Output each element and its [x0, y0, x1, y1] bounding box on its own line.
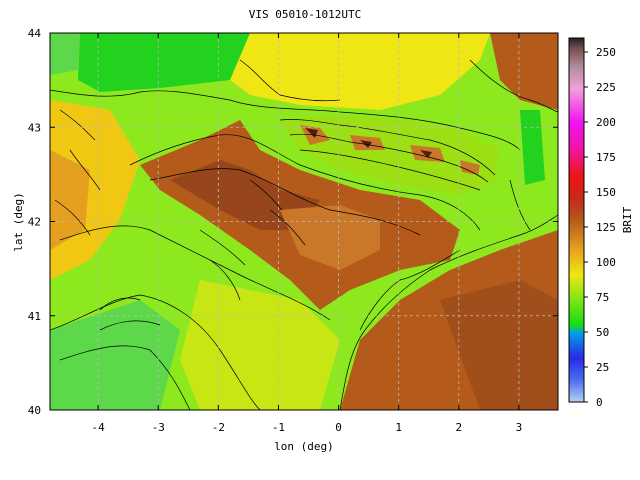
south-east-dark [440, 280, 558, 410]
colorbar-tick-label: 50 [596, 326, 609, 339]
contour-line [59, 345, 191, 410]
x-tick-label: 2 [455, 421, 462, 434]
colorbar-label: BRIT [621, 206, 634, 233]
y-axis: 40 41 42 43 44 [28, 27, 558, 417]
x-axis-label: lon (deg) [274, 440, 334, 453]
contour-line [50, 294, 261, 410]
sea-region [78, 33, 250, 92]
colorbar-tick-label: 0 [596, 396, 603, 409]
x-axis: -4 -3 -2 -1 0 1 2 3 [91, 33, 522, 434]
x-tick-label: -4 [91, 421, 105, 434]
y-tick-label: 43 [28, 121, 41, 134]
colorbar-tick-label: 100 [596, 256, 616, 269]
colorbar [568, 37, 585, 403]
colorbar-ticks: 0 25 50 75 100 125 150 175 200 225 250 [584, 46, 616, 409]
x-tick-label: -1 [272, 421, 285, 434]
contour-line [469, 59, 558, 113]
contour-line [359, 249, 461, 331]
contour-line [289, 133, 489, 183]
pyrenees-snow-shadow [305, 128, 432, 158]
y-tick-label: 40 [28, 404, 41, 417]
colorbar-tick-label: 175 [596, 151, 616, 164]
colorbar-tick-label: 225 [596, 81, 616, 94]
colorbar-tick-label: 200 [596, 116, 616, 129]
colorbar-tick-label: 150 [596, 186, 616, 199]
x-tick-label: 0 [335, 421, 342, 434]
contour-line [249, 179, 306, 246]
y-tick-label: 42 [28, 216, 41, 229]
contour-line [59, 225, 331, 321]
colorbar-tick-label: 25 [596, 361, 609, 374]
x-tick-label: 3 [516, 421, 523, 434]
x-tick-label: -2 [212, 421, 225, 434]
brightness-field [50, 33, 558, 410]
south-west-green [50, 300, 180, 410]
contour-line [129, 134, 481, 231]
contour-line [509, 179, 531, 231]
colorbar-tick-label: 250 [596, 46, 616, 59]
grid-lines [50, 33, 558, 410]
contour-line [199, 229, 246, 301]
sea-region-west [50, 33, 80, 75]
x-tick-label: 1 [395, 421, 402, 434]
south-central-yellow [180, 280, 340, 410]
y-axis-label: lat (deg) [12, 192, 25, 252]
contour-line [99, 297, 161, 331]
pyrenees-band [280, 115, 500, 195]
north-east-brown [490, 33, 558, 110]
contour-line [50, 89, 521, 151]
contour-line [239, 59, 341, 102]
west-orange [50, 150, 90, 250]
chart-title: VIS 05010-1012UTC [249, 8, 362, 21]
colorbar-tick-label: 125 [596, 221, 616, 234]
contour-lines [50, 59, 558, 410]
y-tick-label: 41 [28, 310, 41, 323]
contour-line [149, 168, 421, 236]
contour-line [299, 149, 481, 191]
colorbar-tick-label: 75 [596, 291, 609, 304]
y-tick-label: 44 [28, 27, 42, 40]
contour-line [54, 109, 101, 236]
contour-line [279, 119, 496, 176]
contour-line [339, 214, 558, 410]
east-coast-green [520, 110, 545, 185]
x-tick-label: -3 [152, 421, 165, 434]
north-yellow-band [230, 33, 490, 110]
